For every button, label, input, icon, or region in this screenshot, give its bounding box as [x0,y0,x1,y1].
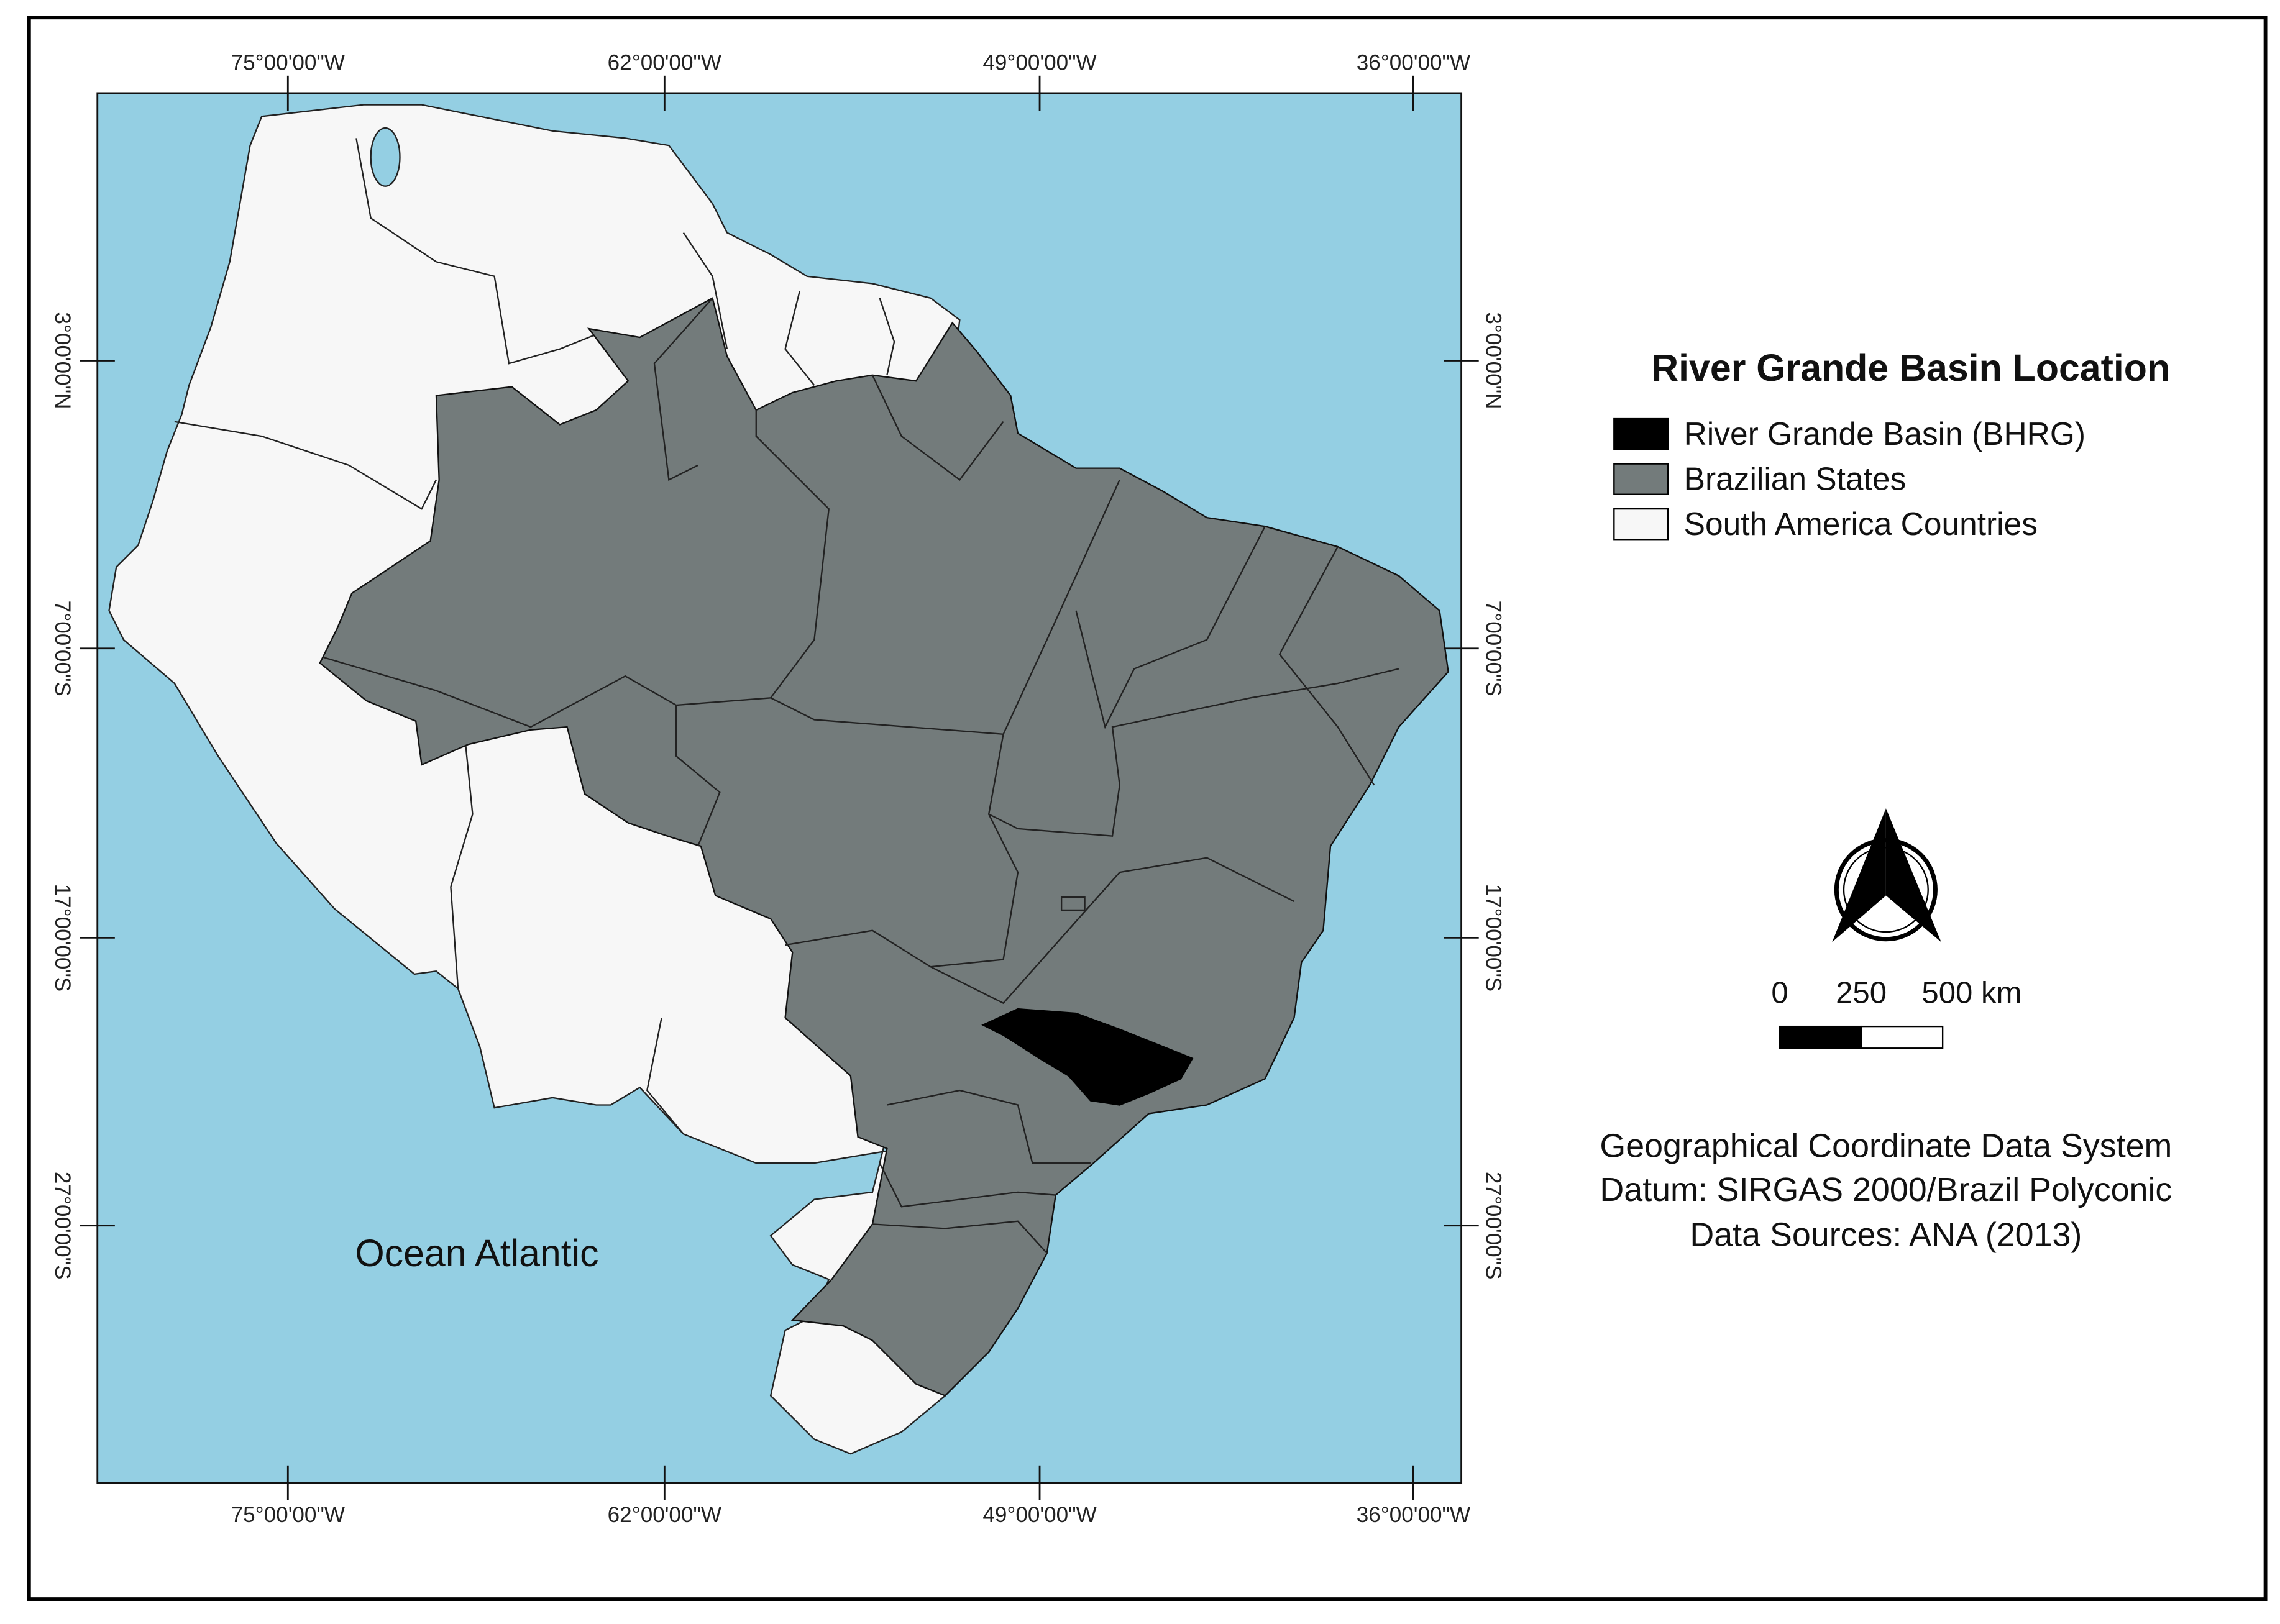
longitude-label: 49°00'00"W [982,1503,1096,1527]
latitude-label: 27°00'00"S [1481,1172,1505,1280]
latitude-label: 3°00'00"N [1481,312,1505,409]
scale-bar-segment [1779,1025,1862,1049]
notes: Geographical Coordinate Data System Datu… [1600,1128,2172,1254]
coordinate-labels: 75°00'00"W 62°00'00"W 49°00'00"W 36°00'0… [50,50,1505,1527]
federal-district [1060,896,1086,911]
country-border [174,421,437,510]
latitude-label: 7°00'00"S [50,601,75,696]
state-border [785,813,1019,968]
state-border [323,656,531,728]
latitude-label: 3°00'00"N [50,312,75,409]
scale-label: 500 km [1921,977,2021,1010]
longitude-label: 36°00'00"W [1357,50,1470,75]
map-body: Ocean Atlantic [108,104,1449,1455]
longitude-label: 49°00'00"W [982,50,1096,75]
legend-swatch [1613,463,1669,495]
longitude-label: 75°00'00"W [231,1503,345,1527]
longitude-label: 62°00'00"W [608,1503,721,1527]
legend-label: South America Countries [1684,506,2038,542]
longitude-label: 62°00'00"W [608,50,721,75]
state-border [653,298,713,481]
state-border [987,734,1120,837]
brazilian-states [319,297,1449,1397]
latitude-label: 17°00'00"S [50,884,75,992]
legend-swatch [1613,508,1669,541]
legend-title: River Grande Basin Location [1651,347,2170,389]
latitude-label: 17°00'00"S [1481,884,1505,992]
longitude-label: 75°00'00"W [231,50,345,75]
north-arrow [1832,808,1941,942]
graticule-ticks [80,75,1479,1500]
outer-border [27,16,2268,1601]
scale-label: 250 [1836,977,1887,1010]
note-line: Geographical Coordinate Data System [1600,1128,2172,1165]
note-line: Data Sources: ANA (2013) [1690,1216,2082,1253]
lake-maracaibo [370,127,401,187]
state-border [871,375,1004,481]
country-border [682,232,728,349]
note-line: Datum: SIRGAS 2000/Brazil Polyconic [1600,1171,2172,1208]
ocean-label: Ocean Atlantic [355,1232,598,1274]
state-border [930,857,1295,1005]
scale-bar-labels: 0 250 500 km [1771,977,2021,1010]
longitude-label: 36°00'00"W [1357,1503,1470,1527]
legend-label: Brazilian States [1684,461,1907,497]
state-border [879,1162,1056,1208]
state-border [675,705,721,847]
country-border [355,138,597,365]
country-border [450,741,474,989]
scale-bar-segment [1860,1025,1944,1049]
legend-swatch [1613,417,1669,450]
country-border [879,298,895,376]
latitude-label: 27°00'00"S [50,1172,75,1280]
state-border [1075,526,1266,729]
legend-label: River Grande Basin (BHRG) [1684,416,2085,452]
state-border [887,1089,1091,1164]
country-border [646,1017,684,1135]
latitude-label: 7°00'00"S [1481,601,1505,696]
state-border [1278,546,1375,786]
country-border [784,290,815,386]
state-border [530,410,830,728]
scale-label: 0 [1771,977,1788,1010]
state-border [872,1220,1048,1254]
state-border [1111,668,1399,785]
river-grande-basin [981,1008,1194,1106]
